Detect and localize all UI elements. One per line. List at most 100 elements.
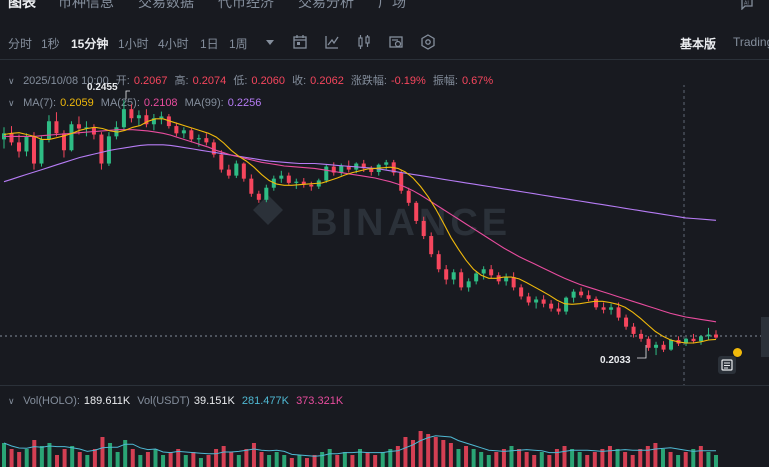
volume-bar <box>236 455 241 467</box>
ma7-line <box>3 118 717 344</box>
candle-body <box>9 133 14 143</box>
interval-1s[interactable]: 1秒 <box>41 37 60 51</box>
ai-assistant-icon[interactable]: AI <box>739 0 755 10</box>
indicator-icon[interactable] <box>324 34 340 50</box>
volume-chart[interactable] <box>0 407 769 467</box>
candle-body <box>286 175 291 183</box>
candle-body <box>309 184 314 187</box>
high-marker-line <box>125 90 130 99</box>
candle-body <box>541 299 546 304</box>
candlestick-chart[interactable]: BINANCE <box>0 85 769 385</box>
candle-body <box>249 178 254 194</box>
candle-body <box>534 299 539 303</box>
volume-bar <box>645 446 650 467</box>
candle-body <box>181 130 186 134</box>
candle-body <box>196 138 201 140</box>
volume-bar <box>441 440 446 467</box>
volume-bar <box>335 455 340 467</box>
candle-body <box>61 133 66 151</box>
candle-body <box>99 134 104 164</box>
volume-bar <box>115 452 120 467</box>
volume-bar <box>274 452 279 467</box>
volume-bar <box>630 455 635 467</box>
layers-icon[interactable] <box>420 34 436 50</box>
price-axis-tag <box>761 317 769 357</box>
volume-bar <box>395 446 400 467</box>
chart-settings-icon[interactable] <box>388 34 404 50</box>
candle-body <box>511 277 516 288</box>
volume-bar <box>683 452 688 467</box>
ma99-line <box>3 144 717 221</box>
interval-time[interactable]: 分时 <box>8 37 33 51</box>
volume-bar <box>168 452 173 467</box>
price-alert-icon[interactable] <box>718 356 736 374</box>
interval-15m[interactable]: 15分钟 <box>71 37 109 51</box>
tab-coin-info[interactable]: 币种信息 <box>58 0 114 10</box>
tab-trade-analysis[interactable]: 交易分析 <box>298 0 354 10</box>
candle-body <box>661 344 666 350</box>
collapse-icon[interactable]: ∨ <box>8 76 15 86</box>
candle-body <box>226 169 231 176</box>
volume-bar <box>251 443 256 467</box>
candle-body <box>399 172 404 191</box>
tab-trading-data[interactable]: 交易数据 <box>138 0 194 10</box>
candle-body <box>256 193 261 200</box>
candle-body <box>279 175 284 179</box>
high-label: 高: <box>174 75 189 87</box>
candle-body <box>16 142 21 152</box>
candle-body <box>369 168 374 172</box>
candle-body <box>691 338 696 342</box>
candle-body <box>571 291 576 298</box>
candle-body <box>136 115 141 119</box>
volume-bar <box>229 452 234 467</box>
caret-down-icon[interactable] <box>262 34 278 50</box>
svg-text:AI: AI <box>744 1 749 7</box>
candle-body <box>24 136 29 152</box>
candle-style-icon[interactable] <box>356 34 372 50</box>
volume-bar <box>176 449 181 467</box>
candle-body <box>121 109 126 128</box>
volume-bar <box>267 455 272 467</box>
volume-bar <box>24 449 29 467</box>
candle-body <box>339 165 344 173</box>
vol-usdt-label: Vol(USDT) <box>137 395 190 407</box>
candle-body <box>39 139 44 164</box>
candle-body <box>646 338 651 348</box>
vol-collapse-icon[interactable]: ∨ <box>8 396 15 406</box>
interval-1w[interactable]: 1周 <box>229 37 248 51</box>
candle-body <box>91 127 96 135</box>
volume-bar <box>55 455 60 467</box>
candle-body <box>234 163 239 176</box>
tab-tokenomics[interactable]: 代币经济 <box>218 0 274 10</box>
volume-bar <box>297 455 302 467</box>
volume-bar <box>342 452 347 467</box>
tab-chart[interactable]: 图表 <box>8 0 36 10</box>
candle-body <box>346 165 351 170</box>
basic-view-toggle[interactable]: 基本版 <box>680 37 717 51</box>
candle-body <box>444 269 449 280</box>
ma-collapse-icon[interactable]: ∨ <box>8 98 15 108</box>
interval-1d[interactable]: 1日 <box>200 37 219 51</box>
volume-bar <box>282 455 287 467</box>
volume-bar <box>373 455 378 467</box>
tradingview-toggle[interactable]: Trading <box>733 35 769 49</box>
volume-bar <box>191 452 196 467</box>
volume-bar <box>2 443 6 467</box>
candle-body <box>46 121 51 140</box>
candle-body <box>594 298 599 308</box>
candle-body <box>459 272 464 288</box>
candle-body <box>669 339 674 350</box>
notification-dot <box>733 348 742 357</box>
close-label: 收: <box>292 75 307 87</box>
low-value: 0.2060 <box>251 75 286 87</box>
tab-square[interactable]: 广场 <box>378 0 406 10</box>
amplitude-label: 振幅: <box>432 75 458 87</box>
volume-bar <box>92 449 97 467</box>
calendar-icon[interactable] <box>292 34 308 50</box>
volume-bar <box>130 449 135 467</box>
interval-4h[interactable]: 4小时 <box>158 37 189 51</box>
interval-1h[interactable]: 1小时 <box>118 37 149 51</box>
volume-bar <box>676 455 681 467</box>
volume-bar <box>660 449 665 467</box>
volume-bar <box>714 455 718 467</box>
